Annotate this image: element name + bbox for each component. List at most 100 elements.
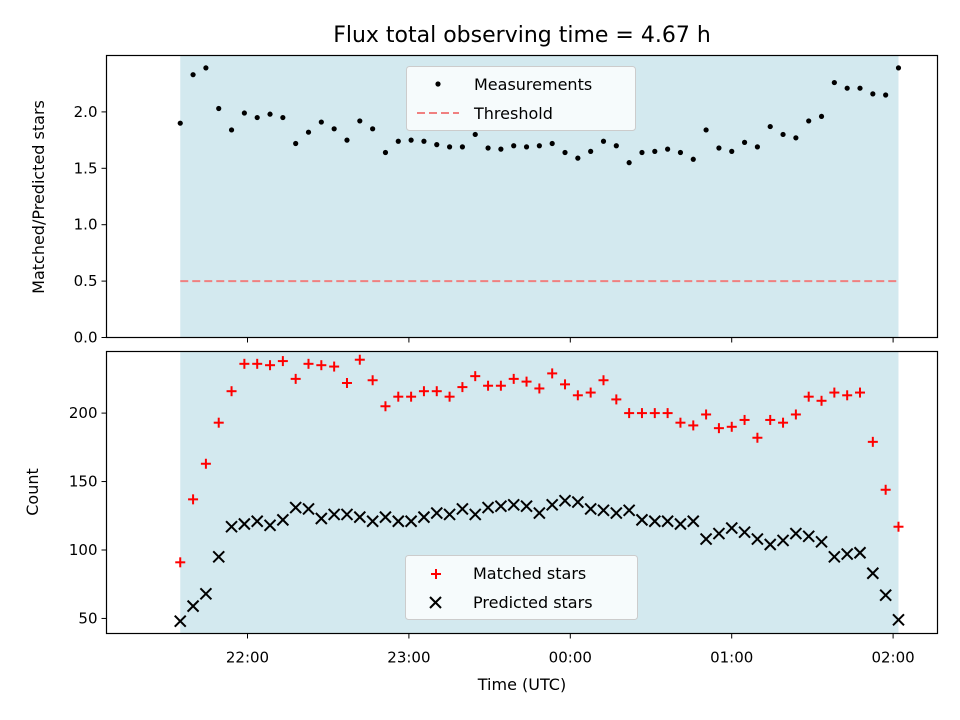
measurement-point	[408, 137, 414, 143]
predicted-star-point	[327, 508, 341, 521]
predicted-star-point	[250, 515, 264, 528]
matched-star-point	[649, 408, 660, 419]
top-legend: Measurements Threshold	[406, 66, 636, 131]
y-tick-label: 200	[69, 404, 98, 422]
measurement-point	[536, 143, 542, 149]
measurement-point	[228, 127, 235, 133]
matched-star-point	[816, 395, 827, 406]
measurement-point	[472, 131, 478, 138]
measurement-point	[370, 126, 376, 132]
matched-star-point	[675, 417, 686, 428]
matched-star-point	[790, 409, 801, 420]
y-tick-label: 0.5	[74, 272, 98, 290]
measurement-point	[639, 149, 645, 156]
measurement-point	[459, 144, 466, 150]
matched-star-point	[175, 557, 186, 568]
predicted-star-point	[571, 495, 585, 509]
predicted-star-point	[661, 515, 674, 528]
measurement-point	[434, 142, 440, 148]
predicted-star-point	[635, 513, 649, 527]
matched-star-point	[265, 360, 276, 371]
predicted-star-point	[174, 614, 187, 628]
y-tick-label: 0.0	[74, 329, 98, 347]
predicted-star-point	[622, 504, 636, 517]
measurement-point	[562, 149, 568, 156]
x-tick-label: 00:00	[549, 649, 592, 667]
measurement-point	[267, 111, 273, 117]
top-axes-frame	[105, 54, 939, 339]
matched-star-point	[316, 360, 327, 371]
predicted-star-point	[379, 510, 392, 524]
top-y-axis: 0.0 0.5 1.0 1.5 2.0	[74, 103, 107, 347]
matched-star-point	[624, 408, 635, 419]
measurement-point	[280, 114, 286, 121]
matched-star-point	[303, 358, 314, 369]
measurement-point	[421, 138, 427, 144]
measurement-point	[331, 126, 337, 132]
predicted-star-point	[353, 510, 367, 524]
measurement-point	[870, 91, 876, 97]
bottom-axes-frame	[105, 350, 939, 635]
predicted-star-point	[199, 587, 213, 601]
matched-star-point	[867, 436, 878, 447]
predicted-star-point	[879, 588, 892, 602]
matched-star-point	[380, 401, 391, 412]
predicted-star-point	[469, 508, 482, 521]
matched-star-point	[739, 414, 750, 425]
predicted-star-point	[366, 515, 379, 528]
matched-star-point	[277, 356, 288, 367]
predicted-star-point	[404, 515, 418, 528]
matched-star-point	[688, 420, 699, 431]
y-tick-label: 150	[69, 473, 98, 491]
matched-star-point	[521, 376, 532, 387]
measurement-points	[177, 65, 902, 166]
matched-star-point	[329, 361, 340, 372]
predicted-star-point	[584, 502, 597, 516]
measurement-point	[844, 85, 850, 91]
matched-star-point	[367, 375, 378, 386]
predicted-star-point	[674, 517, 687, 531]
predicted-star-point	[828, 550, 841, 564]
matched-star-point	[560, 379, 571, 390]
measurement-point	[741, 139, 748, 145]
measurement-point	[806, 118, 812, 124]
measurement-point	[523, 144, 530, 150]
matched-star-point	[636, 408, 647, 419]
predicted-star-point	[276, 513, 290, 527]
measurement-point	[588, 148, 594, 154]
x-axis: 22:00 23:00 00:00 01:00 02:00	[226, 633, 915, 667]
predicted-star-point	[238, 517, 251, 531]
predicted-star-point	[315, 512, 328, 525]
measurement-point	[767, 123, 773, 130]
measurement-point	[652, 148, 658, 154]
measurement-point	[344, 137, 350, 143]
matched-star-point	[713, 423, 724, 434]
measurement-point	[216, 105, 222, 112]
measurement-point	[190, 72, 196, 78]
measurement-point	[485, 145, 491, 151]
measurement-point	[549, 140, 555, 147]
matched-star-point	[765, 414, 776, 425]
measurement-point	[729, 148, 735, 154]
matched-star-point	[239, 358, 250, 369]
bottom-panel: 50 100 150 200 22:00 23:00 00:00 01:00 02:00 Co…	[23, 350, 939, 694]
predicted-star-point	[648, 515, 662, 528]
matched-star-point	[726, 421, 737, 432]
measurement-point	[395, 138, 401, 144]
measurement-point	[511, 143, 517, 149]
matched-star-point	[213, 417, 224, 428]
bottom-y-axis-label: Count	[23, 468, 42, 516]
predicted-star-point	[302, 502, 315, 516]
measurement-point	[677, 149, 684, 156]
matched-star-point	[752, 432, 763, 443]
measurement-point	[575, 155, 581, 161]
matched-star-point	[611, 394, 622, 405]
x-tick-label: 02:00	[871, 649, 914, 667]
measurement-point	[241, 110, 247, 116]
predicted-star-point	[456, 502, 469, 516]
bottom-legend-box	[405, 555, 638, 620]
predicted-star-point	[507, 498, 520, 512]
measurement-point	[754, 144, 760, 150]
predicted-star-point	[751, 532, 764, 546]
predicted-star-point	[545, 498, 559, 512]
